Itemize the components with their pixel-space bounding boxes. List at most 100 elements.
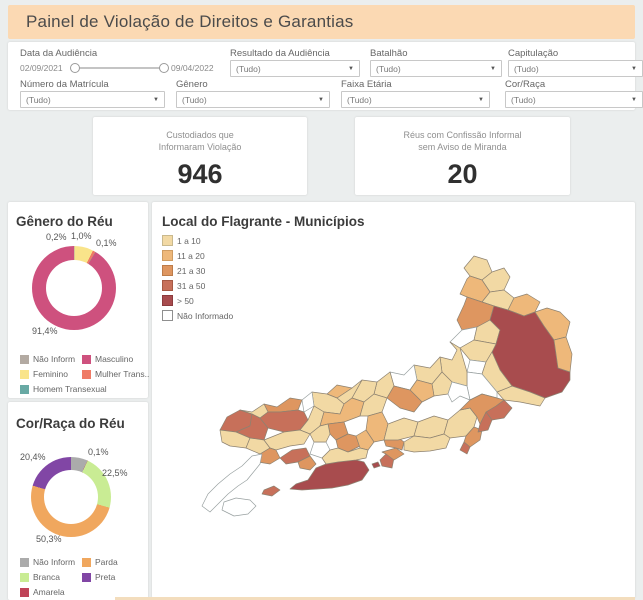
legend-swatch bbox=[162, 250, 173, 261]
gender-chart-card: Gênero do Réu 0,2% 1,0% 0,1% 91,4% Não I… bbox=[8, 202, 149, 398]
legend-item-preta[interactable]: Preta bbox=[82, 572, 115, 582]
gender-label-trans: 1,0% bbox=[71, 231, 92, 241]
legend-swatch bbox=[20, 557, 29, 567]
dropdown-resultado[interactable]: (Tudo) ▼ bbox=[230, 60, 360, 77]
filter-label-batalhao: Batalhão bbox=[370, 48, 408, 59]
chevron-down-icon: ▼ bbox=[318, 96, 324, 103]
dropdown-batalhao[interactable]: (Tudo) ▼ bbox=[370, 60, 502, 77]
race-label-amarela: 0,1% bbox=[88, 447, 109, 457]
municipality-region[interactable] bbox=[381, 447, 405, 461]
legend-item-parda[interactable]: Parda bbox=[82, 557, 118, 567]
race-chart-card: Cor/Raça do Réu 20,4% 0,1% 22,5% 50,3% N… bbox=[8, 402, 148, 600]
date-range-end: 09/04/2022 bbox=[171, 63, 214, 73]
municipality-region[interactable] bbox=[309, 423, 331, 443]
map-legend-31a50[interactable]: 31 a 50 bbox=[162, 280, 205, 291]
dropdown-genero-value: (Tudo) bbox=[182, 94, 207, 105]
dropdown-faixa-value: (Tudo) bbox=[347, 94, 372, 105]
choropleth-map[interactable] bbox=[152, 202, 635, 598]
race-label-preta: 20,4% bbox=[20, 452, 46, 462]
municipality-region[interactable] bbox=[403, 433, 451, 453]
legend-swatch bbox=[82, 572, 91, 582]
kpi-confissao-value: 20 bbox=[447, 159, 478, 189]
chevron-down-icon: ▼ bbox=[631, 96, 637, 103]
dropdown-corraca-value: (Tudo) bbox=[511, 94, 536, 105]
dropdown-capitulacao-value: (Tudo) bbox=[514, 63, 539, 74]
legend-item-branca[interactable]: Branca bbox=[20, 572, 60, 582]
legend-swatch bbox=[162, 265, 173, 276]
race-label-branca: 22,5% bbox=[102, 468, 128, 478]
municipality-region[interactable] bbox=[447, 381, 471, 403]
title-bar: Painel de Violação de Direitos e Garanti… bbox=[8, 5, 635, 39]
municipality-region[interactable] bbox=[553, 336, 573, 373]
dropdown-capitulacao[interactable]: (Tudo) ▼ bbox=[508, 60, 643, 77]
legend-item-nao-inform[interactable]: Não Inform bbox=[20, 557, 75, 567]
date-slider-handle-end[interactable] bbox=[159, 63, 169, 73]
legend-item-feminino[interactable]: Feminino bbox=[20, 369, 68, 379]
dropdown-matricula-value: (Tudo) bbox=[26, 94, 51, 105]
legend-swatch bbox=[20, 369, 29, 379]
municipality-region[interactable] bbox=[261, 485, 281, 497]
filter-label-matricula: Número da Matrícula bbox=[20, 79, 109, 90]
legend-swatch bbox=[162, 235, 173, 246]
legend-swatch bbox=[20, 587, 29, 597]
map-legend-21a30[interactable]: 21 a 30 bbox=[162, 265, 205, 276]
kpi-confissao-label: Réus com Confissão Informal sem Aviso de … bbox=[403, 130, 522, 152]
municipality-region[interactable] bbox=[263, 429, 311, 451]
filter-label-resultado: Resultado da Audiência bbox=[230, 48, 330, 59]
municipality-region[interactable] bbox=[459, 393, 505, 425]
kpi-custodiados-value: 946 bbox=[177, 159, 223, 189]
kpi-custodiados-label: Custodiados que Informaram Violação bbox=[158, 130, 242, 152]
map-legend-nao-informado[interactable]: Não Informado bbox=[162, 310, 233, 321]
legend-item-nao-inform[interactable]: Não Inform bbox=[20, 354, 75, 364]
municipality-region[interactable] bbox=[431, 371, 453, 397]
dropdown-matricula[interactable]: (Tudo) ▼ bbox=[20, 91, 165, 108]
chevron-down-icon: ▼ bbox=[490, 65, 496, 72]
legend-swatch bbox=[162, 295, 173, 306]
legend-swatch bbox=[20, 354, 29, 364]
race-donut-hole bbox=[44, 470, 98, 524]
legend-item-masculino[interactable]: Masculino bbox=[82, 354, 133, 364]
filter-label-corraca: Cor/Raça bbox=[505, 79, 546, 90]
chevron-down-icon: ▼ bbox=[153, 96, 159, 103]
municipality-region[interactable] bbox=[297, 455, 317, 471]
map-legend-maior50[interactable]: > 50 bbox=[162, 295, 194, 306]
legend-swatch bbox=[20, 572, 29, 582]
municipality-region[interactable] bbox=[409, 379, 435, 403]
legend-item-amarela[interactable]: Amarela bbox=[20, 587, 65, 597]
legend-swatch bbox=[82, 369, 91, 379]
municipality-region[interactable] bbox=[459, 441, 471, 455]
filter-label-faixa: Faixa Etária bbox=[341, 79, 392, 90]
date-slider-handle-start[interactable] bbox=[70, 63, 80, 73]
dropdown-corraca[interactable]: (Tudo) ▼ bbox=[505, 91, 643, 108]
filter-label-genero: Gênero bbox=[176, 79, 208, 90]
map-legend-11a20[interactable]: 11 a 20 bbox=[162, 250, 205, 261]
legend-swatch bbox=[162, 280, 173, 291]
dropdown-genero[interactable]: (Tudo) ▼ bbox=[176, 91, 330, 108]
municipality-region[interactable] bbox=[321, 447, 369, 465]
map-legend-1a10[interactable]: 1 a 10 bbox=[162, 235, 201, 246]
map-title: Local do Flagrante - Municípios bbox=[162, 214, 365, 229]
gender-label-nao-inform: 0,2% bbox=[46, 232, 67, 242]
race-chart-title: Cor/Raça do Réu bbox=[16, 416, 125, 431]
municipality-region[interactable] bbox=[301, 391, 315, 413]
municipality-region[interactable] bbox=[355, 429, 375, 451]
legend-item-mulher-trans[interactable]: Mulher Trans.. bbox=[82, 369, 149, 379]
filter-panel: Data da Audiência 02/09/2021 09/04/2022 … bbox=[8, 42, 643, 110]
gender-donut-hole bbox=[46, 260, 102, 316]
municipality-region[interactable] bbox=[221, 497, 257, 517]
page-title: Painel de Violação de Direitos e Garanti… bbox=[26, 12, 354, 31]
chevron-down-icon: ▼ bbox=[348, 65, 354, 72]
municipality-region[interactable] bbox=[496, 385, 546, 407]
race-label-parda: 50,3% bbox=[36, 534, 62, 544]
gender-label-homem-trans: 0,1% bbox=[96, 238, 117, 248]
legend-item-homem-transexual[interactable]: Homem Transexual bbox=[20, 384, 107, 394]
dropdown-faixa[interactable]: (Tudo) ▼ bbox=[341, 91, 490, 108]
kpi-custodiados: Custodiados que Informaram Violação 946 bbox=[93, 117, 307, 195]
filter-label-date: Data da Audiência bbox=[20, 48, 98, 59]
municipality-region[interactable] bbox=[201, 453, 263, 513]
municipality-region[interactable] bbox=[371, 461, 381, 469]
municipality-region[interactable] bbox=[534, 307, 571, 341]
bottom-accent-strip bbox=[115, 597, 635, 600]
legend-swatch bbox=[82, 557, 91, 567]
